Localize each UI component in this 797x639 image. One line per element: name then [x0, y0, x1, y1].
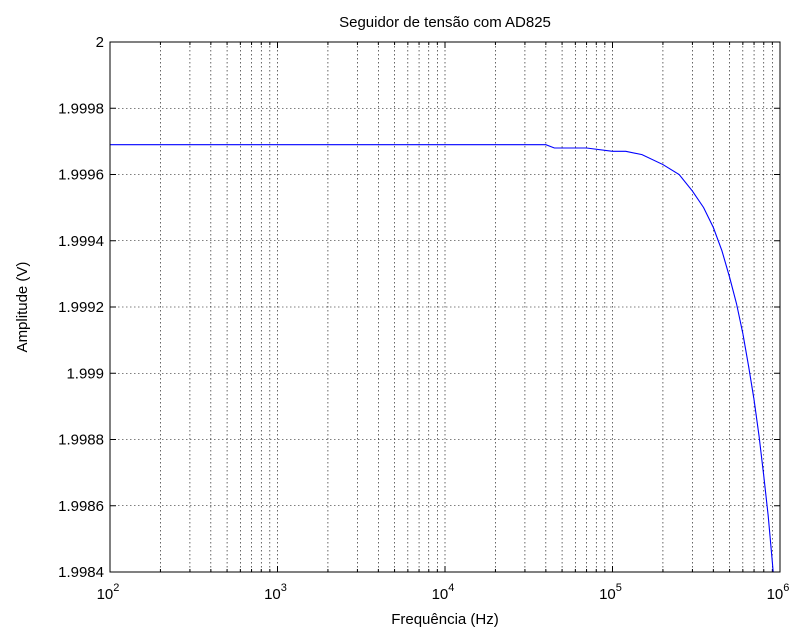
- y-tick-labels: 1.9984 1.9986 1.9988 1.999 1.9992 1.9994 1.999…: [58, 34, 104, 581]
- x-tick-label: 105: [599, 582, 622, 603]
- series-line: [110, 144, 774, 572]
- y-tick-label: 1.9988: [58, 432, 104, 449]
- y-tick-label: 1.9994: [58, 233, 104, 250]
- x-tick-label: 106: [767, 582, 790, 603]
- y-tick-label: 1.9984: [58, 564, 104, 581]
- x-tick-label: 104: [432, 582, 455, 603]
- chart-title: Seguidor de tensão com AD825: [339, 14, 551, 31]
- x-tick-label: 102: [97, 582, 120, 603]
- y-tick-label: 1.9986: [58, 498, 104, 515]
- series-group: [110, 144, 774, 572]
- y-axis-label: Amplitude (V): [14, 262, 31, 353]
- plot-frame: [109, 41, 781, 573]
- y-tick-label: 1.999: [66, 365, 104, 382]
- y-tick-label: 2: [96, 34, 104, 51]
- x-axis-label: Frequência (Hz): [391, 611, 499, 628]
- y-tick-label: 1.9998: [58, 100, 104, 117]
- y-tick-label: 1.9996: [58, 167, 104, 184]
- y-tick-label: 1.9992: [58, 299, 104, 316]
- x-tick-labels: 102 103 104 105 106: [97, 582, 790, 603]
- x-tick-label: 103: [264, 582, 287, 603]
- grid: [110, 42, 780, 572]
